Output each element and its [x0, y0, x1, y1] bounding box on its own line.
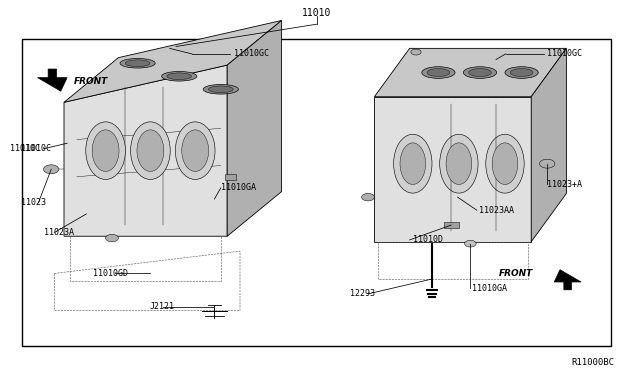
Circle shape: [411, 49, 421, 55]
Circle shape: [540, 159, 555, 168]
Ellipse shape: [204, 84, 238, 94]
Polygon shape: [531, 48, 566, 242]
Ellipse shape: [92, 130, 119, 171]
Ellipse shape: [209, 86, 233, 93]
Text: 11010GC: 11010GC: [547, 49, 582, 58]
Circle shape: [465, 240, 476, 247]
Ellipse shape: [505, 67, 538, 78]
Ellipse shape: [137, 130, 164, 171]
Polygon shape: [64, 20, 282, 102]
Ellipse shape: [394, 134, 432, 193]
Text: 11023+A: 11023+A: [547, 180, 582, 189]
Ellipse shape: [486, 134, 524, 193]
Ellipse shape: [120, 58, 155, 68]
Bar: [22, 39, 611, 346]
Text: 11010C: 11010C: [10, 144, 40, 153]
Polygon shape: [554, 270, 581, 290]
Ellipse shape: [167, 73, 191, 80]
Circle shape: [106, 234, 118, 242]
Text: 11010GA: 11010GA: [472, 284, 508, 293]
Text: 11010GC: 11010GC: [234, 49, 269, 58]
Ellipse shape: [440, 134, 478, 193]
Text: 11023: 11023: [21, 198, 46, 207]
Ellipse shape: [86, 122, 125, 179]
Ellipse shape: [162, 71, 197, 81]
Ellipse shape: [468, 68, 492, 77]
Text: 11010GD: 11010GD: [93, 269, 128, 278]
Bar: [225, 174, 236, 180]
Text: 11023AA: 11023AA: [479, 206, 514, 215]
Ellipse shape: [400, 143, 426, 185]
Text: 11010C: 11010C: [21, 144, 51, 153]
Ellipse shape: [125, 60, 150, 67]
Polygon shape: [64, 65, 227, 236]
Ellipse shape: [510, 68, 533, 77]
Ellipse shape: [422, 67, 455, 78]
Polygon shape: [38, 69, 67, 91]
Ellipse shape: [446, 143, 472, 185]
Ellipse shape: [463, 67, 497, 78]
Ellipse shape: [427, 68, 450, 77]
Bar: [444, 222, 459, 228]
Text: 11010: 11010: [302, 8, 332, 18]
Text: 11010GA: 11010GA: [221, 183, 256, 192]
Ellipse shape: [131, 122, 170, 179]
Text: R11000BC: R11000BC: [572, 358, 614, 367]
Text: FRONT: FRONT: [499, 269, 534, 278]
Polygon shape: [374, 97, 531, 242]
Circle shape: [44, 165, 59, 174]
Text: 11010D: 11010D: [413, 235, 443, 244]
Ellipse shape: [492, 143, 518, 185]
Polygon shape: [374, 48, 566, 97]
Text: J2121: J2121: [149, 302, 174, 311]
Text: 11023A: 11023A: [44, 228, 74, 237]
Ellipse shape: [175, 122, 215, 179]
Text: FRONT: FRONT: [74, 77, 108, 86]
Ellipse shape: [182, 130, 209, 171]
Polygon shape: [227, 20, 282, 236]
Circle shape: [362, 193, 374, 201]
Text: 12293: 12293: [350, 289, 375, 298]
